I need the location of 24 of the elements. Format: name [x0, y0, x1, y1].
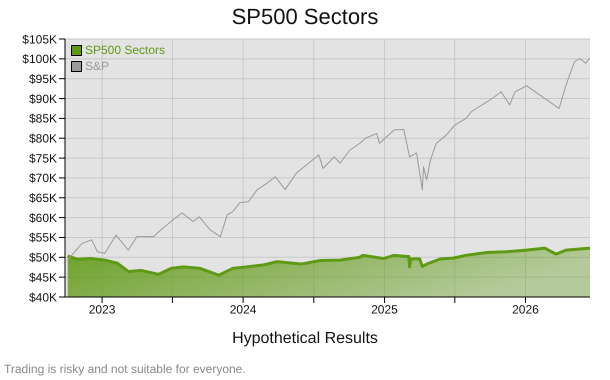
y-tick-label: $80K	[28, 131, 57, 146]
y-tick-label: $105K	[22, 32, 57, 46]
x-axis-title: Hypothetical Results	[231, 330, 379, 348]
y-tick-label: $50K	[28, 250, 57, 265]
y-tick-label: $60K	[28, 210, 57, 225]
y-tick-label: $75K	[28, 151, 57, 166]
x-tick-label: 2025	[371, 302, 398, 317]
y-tick-label: $90K	[28, 92, 57, 106]
x-tick-label: 2026	[512, 302, 540, 317]
legend-label: S&P	[85, 58, 110, 74]
y-tick-label: $85K	[28, 112, 57, 126]
y-tick-label: $95K	[28, 72, 57, 86]
y-tick-label: $45K	[28, 270, 57, 284]
chart-title: SP500 Sectors	[230, 4, 380, 30]
y-tick-label: $40K	[28, 290, 57, 304]
x-tick-label: 2023	[88, 302, 116, 317]
text: Trading is risky and not suitable for everyone.	[4, 362, 246, 376]
y-tick-label: $65K	[28, 191, 57, 206]
legend-label: SP500 Sectors	[85, 42, 166, 58]
y-tick-label: $70K	[28, 171, 57, 186]
x-tick-label: 2024	[230, 302, 257, 317]
y-tick-label: $100K	[22, 52, 57, 66]
y-tick-label: $55K	[28, 230, 57, 245]
line-series	[67, 57, 590, 261]
